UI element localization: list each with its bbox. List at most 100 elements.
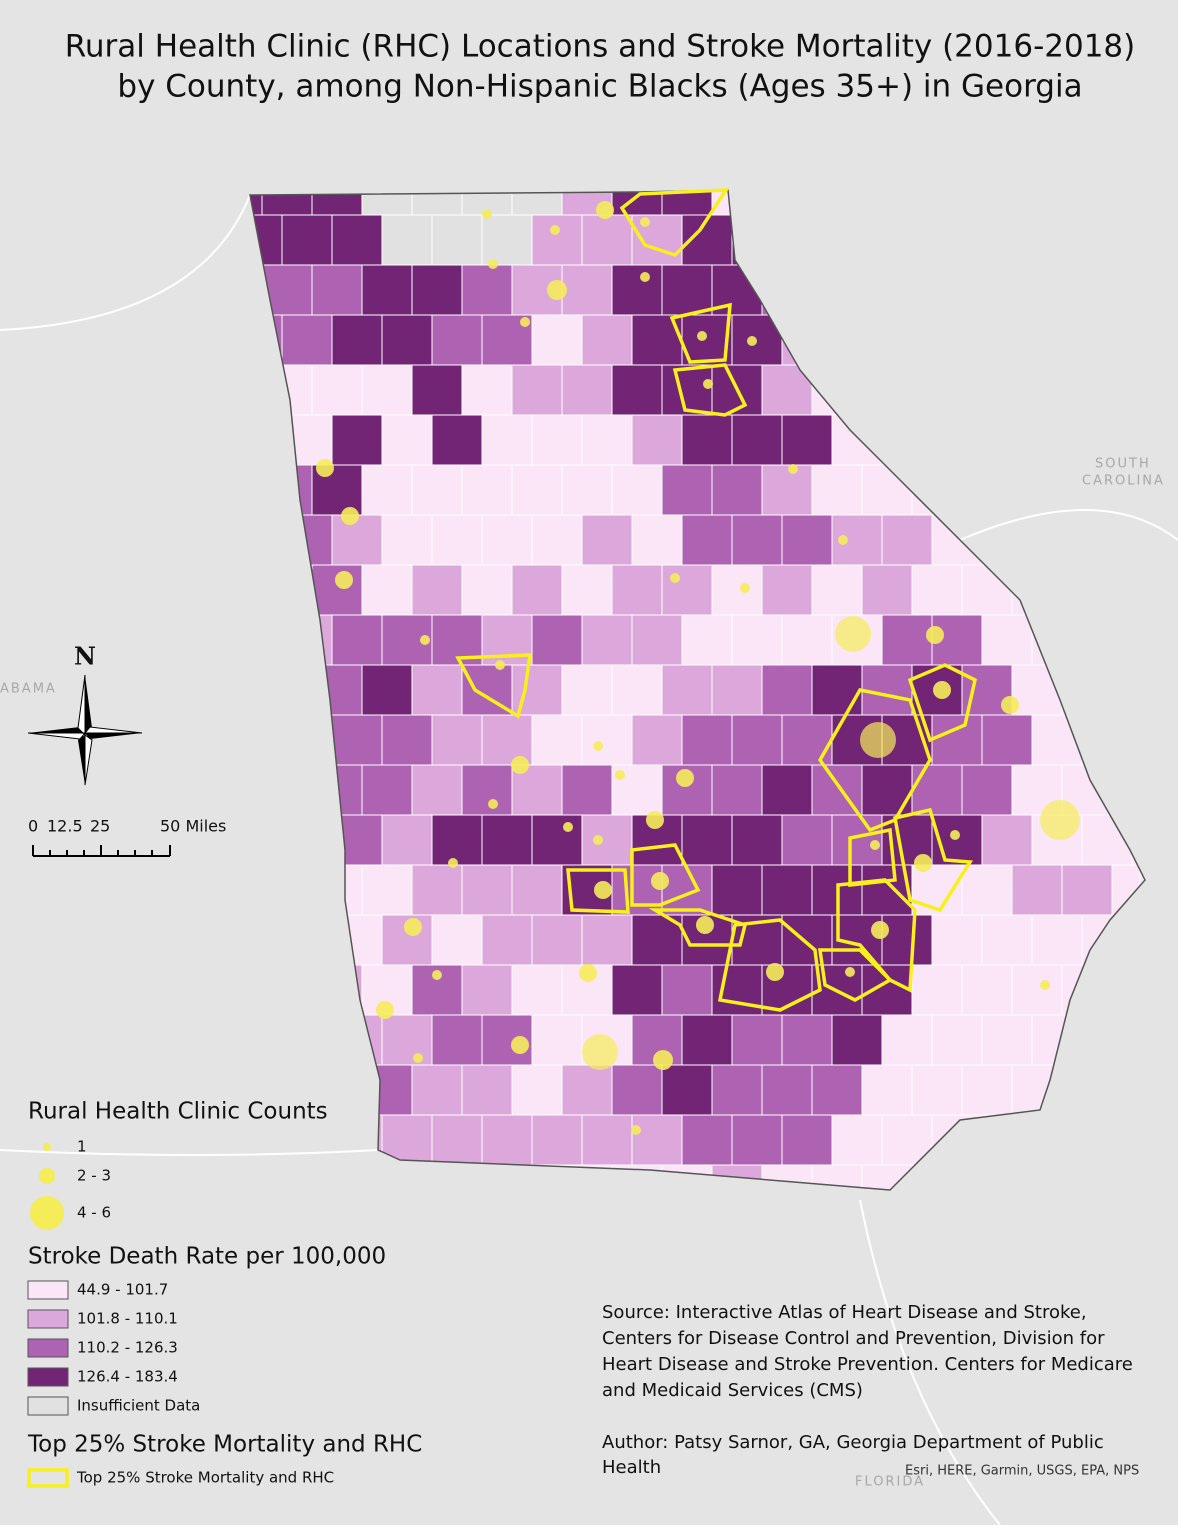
county bbox=[561, 464, 613, 516]
county bbox=[711, 1064, 763, 1116]
county bbox=[361, 464, 413, 516]
county bbox=[531, 214, 583, 266]
legend-label: 2 - 3 bbox=[77, 1167, 111, 1185]
clinic-dot bbox=[593, 835, 603, 845]
county bbox=[711, 564, 763, 616]
county bbox=[731, 814, 783, 866]
legend-label: 1 bbox=[77, 1138, 87, 1156]
county bbox=[381, 214, 433, 266]
clinic-dot bbox=[482, 209, 492, 219]
county bbox=[831, 1114, 883, 1166]
county bbox=[561, 264, 613, 316]
legend-title: Stroke Death Rate per 100,000 bbox=[28, 1244, 386, 1270]
source-line: Centers for Disease Control and Preventi… bbox=[602, 1328, 1105, 1349]
clinic-dot bbox=[835, 616, 871, 652]
legend-label: 126.4 - 183.4 bbox=[77, 1368, 178, 1386]
county bbox=[411, 764, 463, 816]
county bbox=[381, 514, 433, 566]
county bbox=[881, 514, 933, 566]
county bbox=[481, 514, 533, 566]
county bbox=[431, 214, 483, 266]
county bbox=[461, 1064, 513, 1116]
scale-label: 12.5 bbox=[47, 817, 83, 836]
clinic-dot bbox=[646, 811, 664, 829]
county bbox=[681, 1014, 733, 1066]
county bbox=[411, 864, 463, 916]
county bbox=[831, 814, 883, 866]
legend-swatch bbox=[27, 1468, 69, 1488]
county bbox=[461, 464, 513, 516]
county bbox=[511, 1064, 563, 1116]
clinic-dot bbox=[594, 881, 612, 899]
clinic-dot bbox=[341, 507, 359, 525]
clinic-dot bbox=[676, 769, 694, 787]
legend-label: Insufficient Data bbox=[77, 1397, 200, 1415]
county bbox=[581, 514, 633, 566]
clinic-dot bbox=[670, 573, 680, 583]
county bbox=[611, 964, 663, 1016]
county bbox=[631, 414, 683, 466]
county bbox=[631, 714, 683, 766]
county bbox=[881, 614, 933, 666]
county bbox=[831, 1014, 883, 1066]
county bbox=[411, 464, 463, 516]
county bbox=[461, 364, 513, 416]
county bbox=[561, 364, 613, 416]
county bbox=[381, 814, 433, 866]
county bbox=[531, 814, 583, 866]
source-line: and Medicaid Services (CMS) bbox=[602, 1380, 863, 1401]
county bbox=[431, 514, 483, 566]
county bbox=[711, 864, 763, 916]
county bbox=[561, 764, 613, 816]
legend-dot bbox=[39, 1168, 55, 1184]
clinic-dot bbox=[1040, 800, 1080, 840]
county bbox=[631, 514, 683, 566]
county bbox=[611, 664, 663, 716]
clinic-dot bbox=[631, 1125, 641, 1135]
county bbox=[981, 914, 1033, 966]
county bbox=[581, 414, 633, 466]
county bbox=[1031, 914, 1083, 966]
county bbox=[911, 1064, 963, 1116]
clinic-dot bbox=[376, 1001, 394, 1019]
clinic-dot bbox=[593, 741, 603, 751]
county bbox=[631, 214, 683, 266]
county bbox=[661, 464, 713, 516]
county bbox=[931, 1014, 983, 1066]
county bbox=[611, 564, 663, 616]
clinic-dot bbox=[697, 331, 707, 341]
county bbox=[381, 1014, 433, 1066]
county bbox=[531, 714, 583, 766]
county bbox=[411, 664, 463, 716]
top25-county-outline bbox=[669, 302, 732, 364]
county bbox=[461, 964, 513, 1016]
credits: Esri, HERE, Garmin, USGS, EPA, NPS bbox=[905, 1464, 1139, 1479]
clinic-dot bbox=[871, 921, 889, 939]
county bbox=[961, 864, 1013, 916]
county bbox=[381, 314, 433, 366]
county bbox=[611, 464, 663, 516]
county bbox=[961, 1064, 1013, 1116]
clinic-dots bbox=[316, 201, 1080, 1135]
county bbox=[761, 1064, 813, 1116]
clinic-dot bbox=[950, 830, 960, 840]
place-label: ABAMA bbox=[0, 682, 57, 697]
county bbox=[581, 314, 633, 366]
county bbox=[911, 564, 963, 616]
county bbox=[681, 814, 733, 866]
source-line: Heart Disease and Stroke Prevention. Cen… bbox=[602, 1354, 1133, 1375]
clinic-dot bbox=[579, 964, 597, 982]
top25-county-outline bbox=[619, 188, 730, 258]
county bbox=[931, 714, 983, 766]
county bbox=[581, 814, 633, 866]
legend-swatch bbox=[27, 1367, 69, 1387]
legend-dot bbox=[43, 1143, 51, 1151]
clinic-dot bbox=[550, 225, 560, 235]
legend-swatch bbox=[27, 1309, 69, 1329]
county bbox=[731, 514, 783, 566]
legend-label: 4 - 6 bbox=[77, 1204, 111, 1222]
county bbox=[431, 814, 483, 866]
county bbox=[381, 414, 433, 466]
county bbox=[331, 614, 383, 666]
